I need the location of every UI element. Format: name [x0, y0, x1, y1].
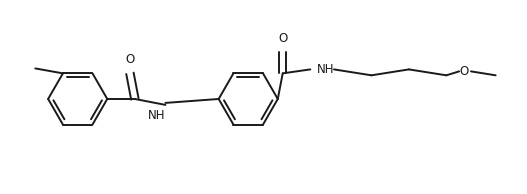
Text: NH: NH	[317, 63, 335, 76]
Text: O: O	[278, 32, 287, 45]
Text: NH: NH	[148, 109, 165, 122]
Text: O: O	[125, 53, 134, 66]
Text: O: O	[460, 65, 469, 78]
